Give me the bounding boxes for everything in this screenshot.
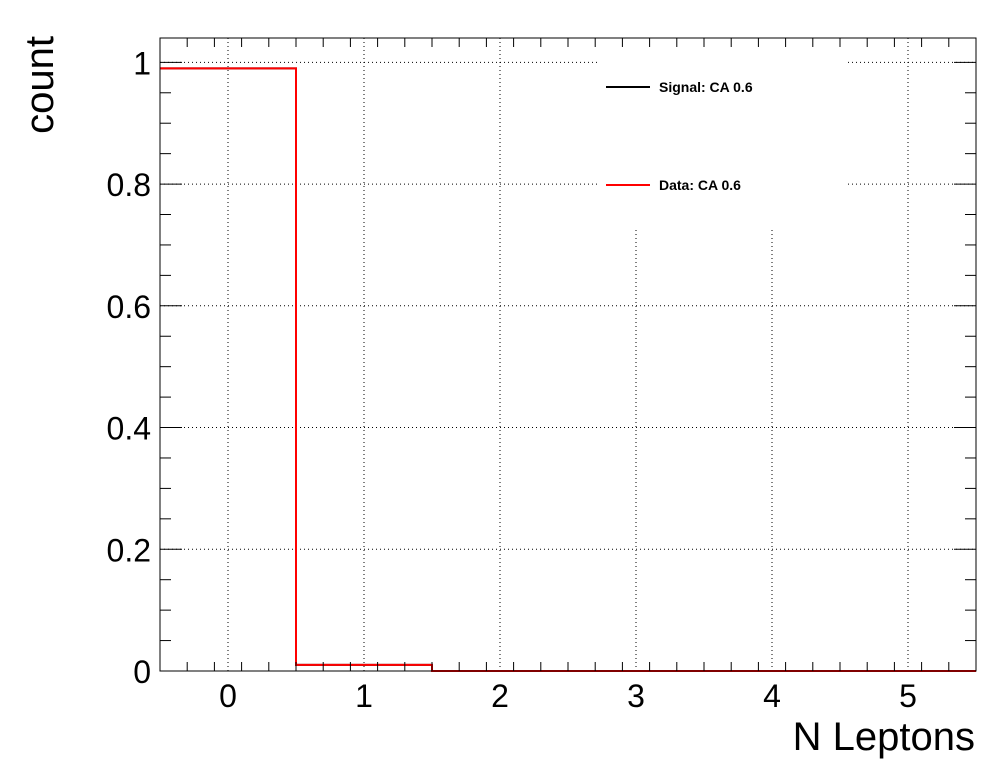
legend: Signal: CA 0.6 Data: CA 0.6 [606,79,753,193]
legend-box [597,30,845,230]
x-tick-label: 4 [763,678,781,714]
legend-entry: Signal: CA 0.6 [659,79,753,95]
series-layer [160,67,976,672]
x-tick-label: 3 [627,678,645,714]
grid [160,38,976,672]
x-tick-label: 5 [899,678,917,714]
series-line [160,67,976,672]
y-axis-label: count [18,36,62,134]
series-line [160,67,976,672]
legend-entry: Data: CA 0.6 [659,177,741,193]
y-tick-label: 0.8 [107,167,151,203]
y-tick-label: 0.2 [107,532,151,568]
y-tick-label: 1 [133,45,151,81]
plot-frame [159,37,977,672]
y-tick-labels: 0 0.2 0.4 0.6 0.8 1 [107,45,151,690]
x-tick-label: 1 [355,678,373,714]
x-tick-label: 0 [219,678,237,714]
x-tick-labels: 0 1 2 3 4 5 [219,678,917,714]
y-tick-label: 0.6 [107,289,151,325]
y-tick-label: 0.4 [107,411,151,447]
x-axis-label: N Leptons [793,715,975,759]
y-tick-label: 0 [133,654,151,690]
axis-ticks [159,38,977,672]
x-tick-label: 2 [491,678,509,714]
